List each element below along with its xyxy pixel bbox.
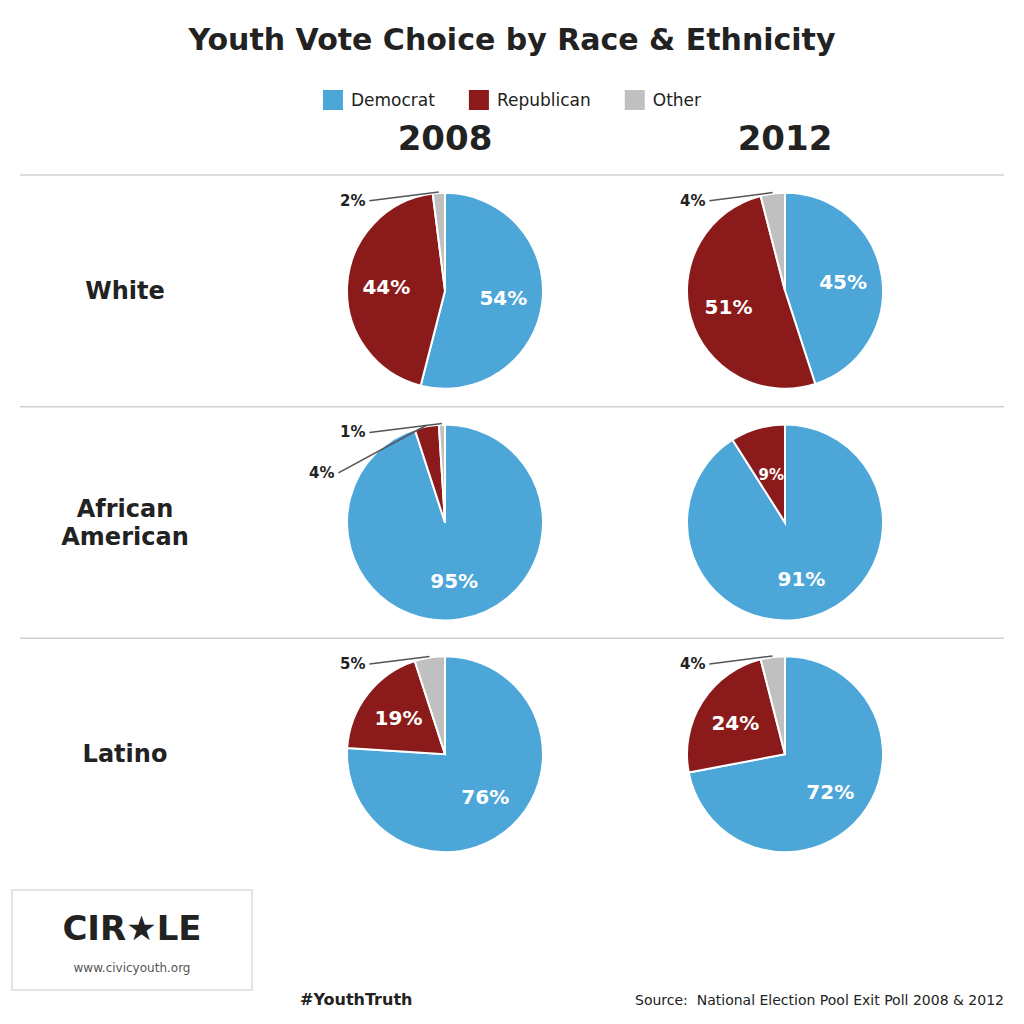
pie-slice bbox=[439, 425, 445, 523]
legend-item: Democrat bbox=[323, 90, 435, 110]
chart: Youth Vote Choice by Race & Ethnicity Dem… bbox=[0, 0, 1024, 1024]
column-header: 2008 bbox=[398, 118, 493, 158]
legend-swatch bbox=[469, 90, 489, 110]
pie: 72% 24% 4% bbox=[680, 655, 883, 852]
separator bbox=[20, 406, 1004, 408]
data-label: 5% bbox=[340, 655, 365, 673]
data-label: 4% bbox=[309, 464, 334, 482]
logo-part: CIR bbox=[62, 908, 126, 948]
logo-part: ★ bbox=[126, 908, 156, 948]
logo-text: CIR★LE bbox=[62, 908, 201, 948]
legend-item: Other bbox=[625, 90, 701, 110]
pie-slice bbox=[761, 656, 785, 754]
leader-line bbox=[709, 193, 772, 201]
pie-slice bbox=[732, 425, 785, 523]
source: Source: National Election Pool Exit Poll… bbox=[635, 992, 1004, 1008]
legend: Democrat Republican Other bbox=[323, 90, 701, 110]
row-label: White bbox=[85, 277, 165, 305]
separator bbox=[20, 174, 1004, 176]
pie-slice bbox=[687, 425, 883, 621]
legend-item: Republican bbox=[469, 90, 591, 110]
data-label: 91% bbox=[777, 567, 825, 591]
leader-line bbox=[369, 424, 441, 433]
pie: 76% 19% 5% bbox=[340, 655, 543, 852]
pie-slice bbox=[347, 425, 543, 621]
data-label: 51% bbox=[705, 295, 753, 319]
data-label: 95% bbox=[430, 569, 478, 593]
logo-part: LE bbox=[157, 908, 202, 948]
legend-swatch bbox=[323, 90, 343, 110]
data-label: 4% bbox=[680, 192, 705, 210]
legend-label: Other bbox=[653, 90, 701, 110]
leader-line bbox=[369, 192, 438, 201]
logo: CIR★LE www.civicyouth.org bbox=[12, 890, 252, 990]
pie-slice bbox=[347, 656, 543, 852]
separator bbox=[20, 638, 1004, 640]
legend-label: Republican bbox=[497, 90, 591, 110]
pie: 95% 1% 4% bbox=[309, 423, 543, 620]
data-label: 72% bbox=[806, 780, 854, 804]
data-label: 1% bbox=[340, 423, 365, 441]
data-label: 76% bbox=[461, 785, 509, 809]
legend-swatch bbox=[625, 90, 645, 110]
row-label: AfricanAmerican bbox=[61, 495, 188, 551]
logo-url: www.civicyouth.org bbox=[74, 961, 191, 975]
data-label: 2% bbox=[340, 192, 365, 210]
pie: 91% 9% bbox=[687, 425, 883, 621]
data-label: 9% bbox=[759, 466, 784, 484]
pie: 45% 51% 4% bbox=[680, 192, 883, 389]
leader-line bbox=[709, 656, 772, 664]
pie-slice bbox=[687, 196, 815, 389]
column-header: 2012 bbox=[738, 118, 833, 158]
hashtag: #YouthTruth bbox=[300, 990, 412, 1009]
pie-slice bbox=[415, 425, 445, 523]
logo-box bbox=[12, 890, 252, 990]
legend-label: Democrat bbox=[351, 90, 435, 110]
title: Youth Vote Choice by Race & Ethnicity bbox=[187, 22, 835, 57]
data-label: 44% bbox=[362, 275, 410, 299]
data-label: 4% bbox=[680, 655, 705, 673]
pie: 54% 44% 2% bbox=[340, 192, 543, 389]
pie-slice bbox=[347, 194, 445, 386]
leader-line bbox=[338, 425, 426, 473]
pie-slice bbox=[761, 193, 785, 291]
pie-slice bbox=[784, 425, 786, 523]
data-label: 24% bbox=[711, 711, 759, 735]
leader-line bbox=[369, 656, 429, 664]
row-label: Latino bbox=[83, 740, 168, 768]
data-label: 19% bbox=[375, 706, 423, 730]
data-label: 54% bbox=[479, 286, 527, 310]
data-label: 45% bbox=[819, 270, 867, 294]
pie-slice bbox=[433, 193, 445, 291]
